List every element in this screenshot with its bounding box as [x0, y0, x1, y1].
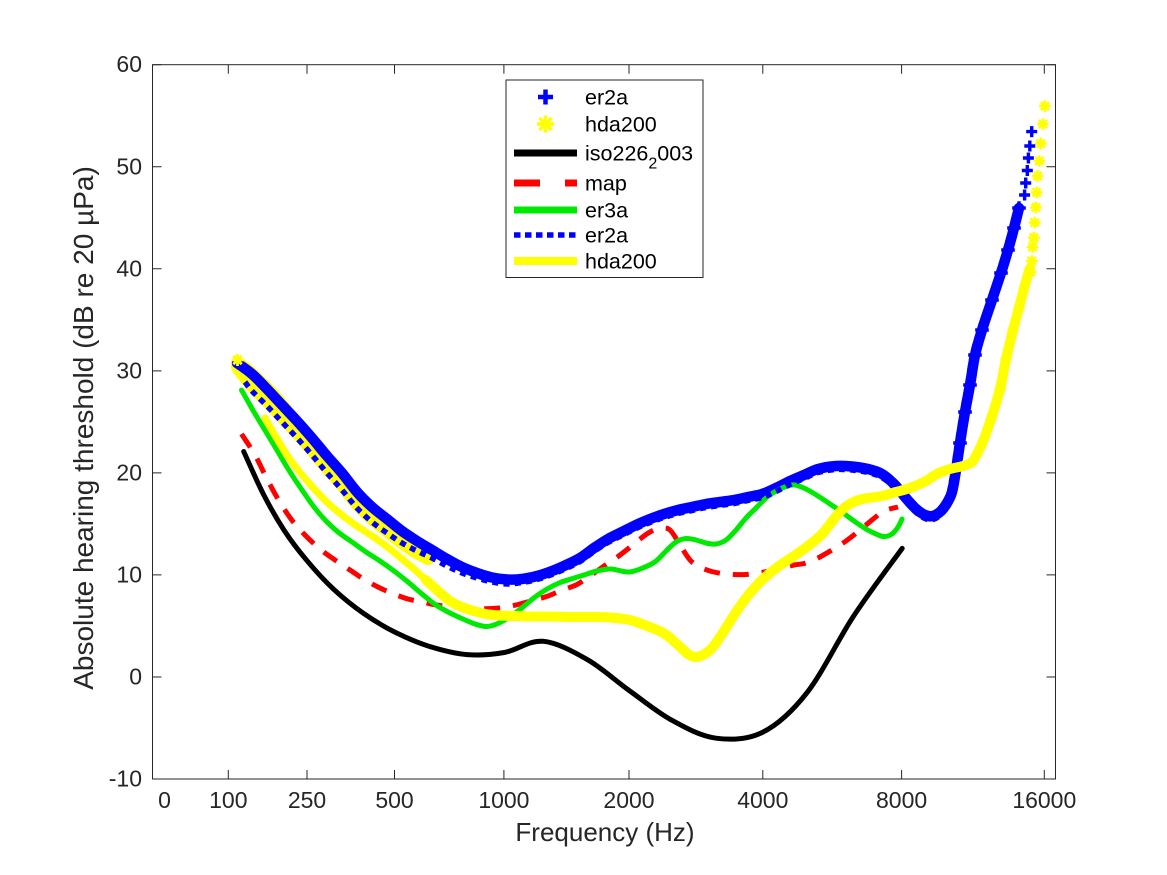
- svg-text:50: 50: [116, 153, 142, 179]
- svg-text:map: map: [585, 172, 627, 196]
- svg-text:1000: 1000: [478, 787, 529, 813]
- svg-text:10: 10: [116, 561, 142, 587]
- svg-text:0: 0: [129, 664, 142, 690]
- svg-text:100: 100: [209, 787, 247, 813]
- svg-text:8000: 8000: [876, 787, 927, 813]
- svg-text:2000: 2000: [603, 787, 654, 813]
- svg-text:er2a: er2a: [585, 86, 628, 110]
- svg-text:er2a: er2a: [585, 224, 628, 248]
- svg-text:Absolute hearing threshold (dB: Absolute hearing threshold (dB re 20 µPa…: [68, 166, 99, 690]
- svg-text:40: 40: [116, 255, 142, 281]
- svg-text:500: 500: [375, 787, 413, 813]
- svg-text:20: 20: [116, 459, 142, 485]
- svg-text:60: 60: [116, 51, 142, 77]
- svg-text:0: 0: [158, 787, 171, 813]
- svg-text:16000: 16000: [1012, 787, 1076, 813]
- svg-text:Frequency (Hz): Frequency (Hz): [515, 817, 694, 847]
- svg-text:250: 250: [288, 787, 326, 813]
- svg-text:30: 30: [116, 357, 142, 383]
- svg-text:hda200: hda200: [585, 250, 657, 274]
- svg-text:-10: -10: [109, 766, 142, 792]
- svg-text:er3a: er3a: [585, 199, 628, 223]
- svg-text:hda200: hda200: [585, 113, 657, 137]
- svg-text:4000: 4000: [737, 787, 788, 813]
